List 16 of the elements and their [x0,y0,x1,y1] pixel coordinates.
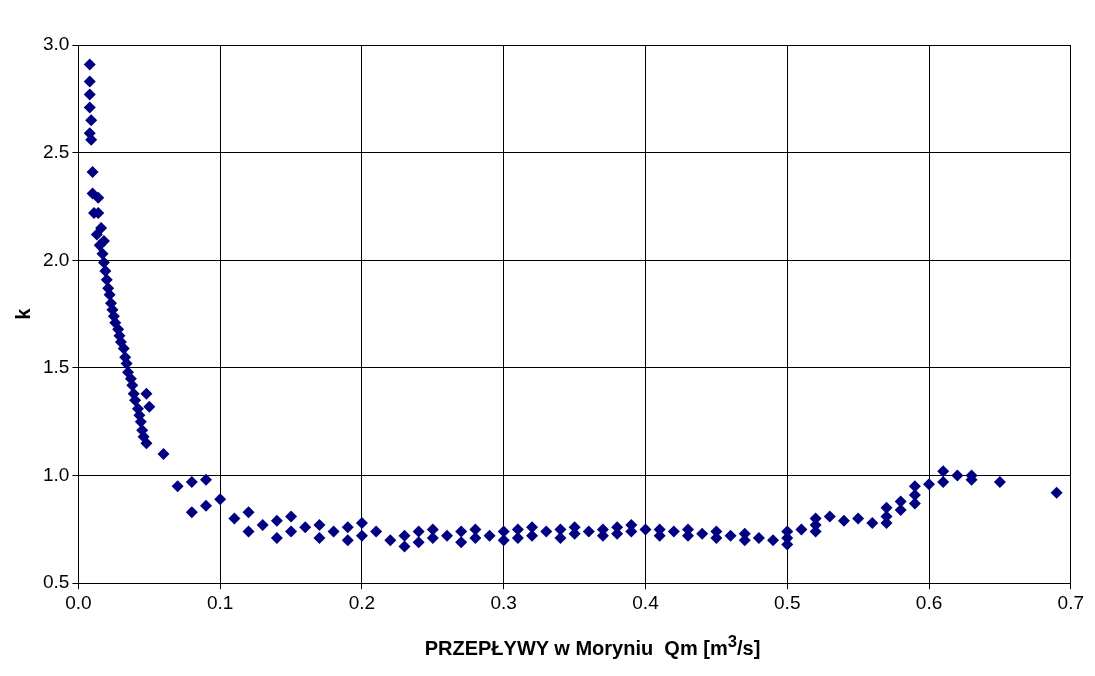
x-tick-label: 0.6 [915,591,943,613]
y-tick-label: 3.0 [42,33,70,55]
y-tick-label: 1.0 [42,463,70,485]
x-tick-label: 0.7 [1057,591,1084,613]
y-tick-label: 2.5 [42,140,70,162]
x-tick-label: 0.0 [65,591,92,613]
x-tick-label: 0.3 [490,591,517,613]
x-tick-label: 0.1 [206,591,234,613]
y-tick-label: 0.5 [42,571,70,593]
x-tick-label: 0.2 [348,591,376,613]
x-axis-title: PRZEPŁYWY w Moryniu Qm [m$^{3}$/s] [423,632,762,660]
y-tick-label: 1.5 [42,356,70,378]
x-tick-label: 0.4 [632,591,660,613]
y-axis-title: k [11,307,34,320]
x-tick-label: 0.5 [774,591,801,613]
y-tick-label: 2.0 [42,248,70,270]
